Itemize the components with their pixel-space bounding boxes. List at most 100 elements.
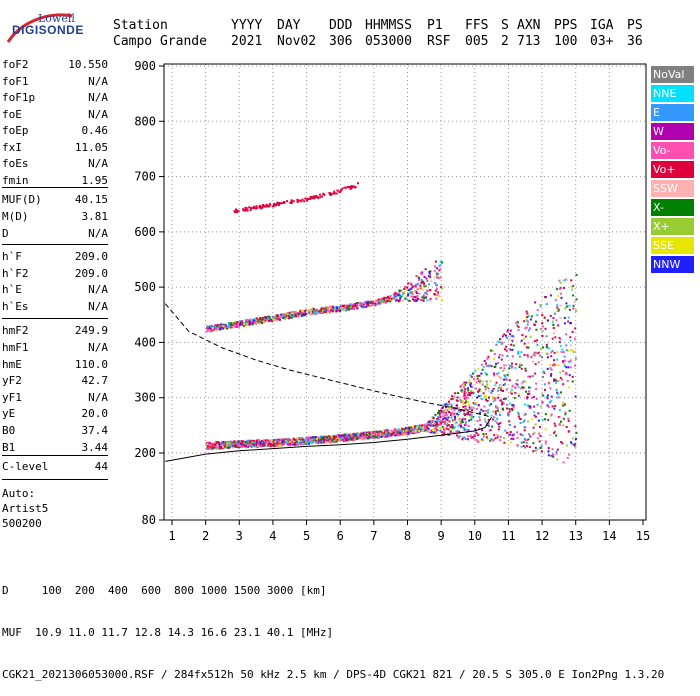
- echo-point: [480, 372, 483, 375]
- echo-point: [527, 355, 530, 358]
- echo-point: [289, 313, 292, 316]
- echo-point: [386, 298, 389, 300]
- echo-point: [318, 440, 321, 443]
- echo-point: [484, 420, 487, 423]
- echo-point: [228, 321, 231, 324]
- echo-point: [273, 439, 276, 442]
- echo-point: [233, 440, 236, 443]
- echo-point: [320, 308, 323, 311]
- echo-point: [212, 327, 215, 329]
- echo-point: [353, 303, 356, 306]
- echo-point: [562, 424, 565, 427]
- echo-point: [416, 294, 419, 297]
- echo-point: [507, 413, 510, 416]
- echo-point: [519, 433, 522, 436]
- echo-point: [509, 329, 512, 332]
- echo-point: [457, 436, 460, 439]
- echo-point: [550, 454, 553, 457]
- logo-swoosh-icon: [6, 13, 73, 43]
- echo-point: [372, 432, 374, 434]
- echo-point: [572, 285, 575, 288]
- echo-point: [531, 418, 534, 421]
- echo-point: [396, 433, 398, 436]
- echo-point: [462, 395, 465, 398]
- echo-point: [554, 312, 556, 315]
- echo-point: [321, 439, 324, 442]
- echo-point: [528, 392, 531, 395]
- echo-point: [338, 437, 341, 440]
- echo-point: [565, 371, 567, 374]
- echo-point: [498, 425, 501, 428]
- echo-point: [415, 298, 418, 301]
- echo-point: [264, 442, 267, 445]
- echo-point: [211, 328, 214, 331]
- echo-point: [515, 363, 518, 366]
- echo-point: [497, 387, 500, 390]
- echo-point: [279, 439, 282, 441]
- echo-point: [520, 339, 523, 342]
- param-value: N/A: [88, 157, 108, 170]
- echo-point: [292, 437, 295, 440]
- echo-point: [273, 316, 276, 319]
- echo-point: [285, 312, 288, 315]
- echo-point: [521, 434, 524, 437]
- echo-point: [563, 355, 566, 358]
- echo-point: [565, 349, 568, 352]
- echo-point: [552, 327, 555, 329]
- echo-point: [305, 442, 307, 445]
- echo-point: [553, 430, 556, 433]
- echo-point: [398, 300, 401, 303]
- echo-point: [458, 423, 461, 426]
- echo-point: [503, 367, 506, 370]
- echo-point: [288, 311, 291, 314]
- echo-point: [463, 381, 466, 384]
- echo-point: [492, 418, 495, 421]
- echo-point: [469, 406, 472, 409]
- param-value: 42.7: [81, 374, 109, 387]
- echo-point: [501, 401, 504, 404]
- echo-point: [500, 342, 503, 345]
- echo-point: [479, 389, 482, 392]
- echo-point: [567, 419, 570, 422]
- echo-point: [246, 440, 249, 443]
- echo-point: [383, 296, 386, 299]
- echo-point: [294, 313, 297, 316]
- echo-point: [526, 397, 529, 400]
- echo-point: [564, 413, 567, 416]
- echo-point: [258, 322, 261, 325]
- echo-point: [235, 208, 237, 211]
- echo-point: [379, 298, 382, 301]
- echo-point: [456, 399, 459, 402]
- echo-point: [511, 335, 514, 338]
- echo-point: [460, 421, 463, 424]
- echo-point: [319, 196, 322, 199]
- echo-point: [569, 336, 572, 339]
- echo-point: [234, 322, 237, 325]
- echo-point: [309, 196, 312, 198]
- echo-point: [372, 435, 375, 438]
- echo-point: [549, 367, 552, 370]
- echo-point: [450, 405, 453, 408]
- echo-point: [532, 433, 535, 435]
- echo-point: [434, 420, 437, 423]
- echo-point: [519, 422, 522, 424]
- echo-point: [571, 288, 574, 291]
- echo-point: [437, 291, 440, 294]
- header-label-8: AXN: [517, 18, 541, 33]
- echo-point: [442, 404, 445, 407]
- echo-point: [226, 327, 229, 330]
- echo-point: [286, 438, 289, 441]
- echo-point: [321, 309, 324, 312]
- echo-point: [422, 429, 425, 431]
- footer-distance: D 100 200 400 600 800 1000 1500 3000 [km…: [2, 584, 327, 597]
- param-row: fmin 1.95: [2, 174, 108, 188]
- echo-point: [446, 409, 449, 412]
- echo-point: [534, 351, 537, 354]
- echo-point: [496, 421, 499, 424]
- auto-label: Auto:: [2, 487, 36, 500]
- echo-point: [557, 391, 560, 394]
- echo-point: [244, 441, 247, 443]
- echo-point: [317, 312, 319, 315]
- echo-point: [557, 396, 560, 399]
- echo-point: [533, 411, 536, 414]
